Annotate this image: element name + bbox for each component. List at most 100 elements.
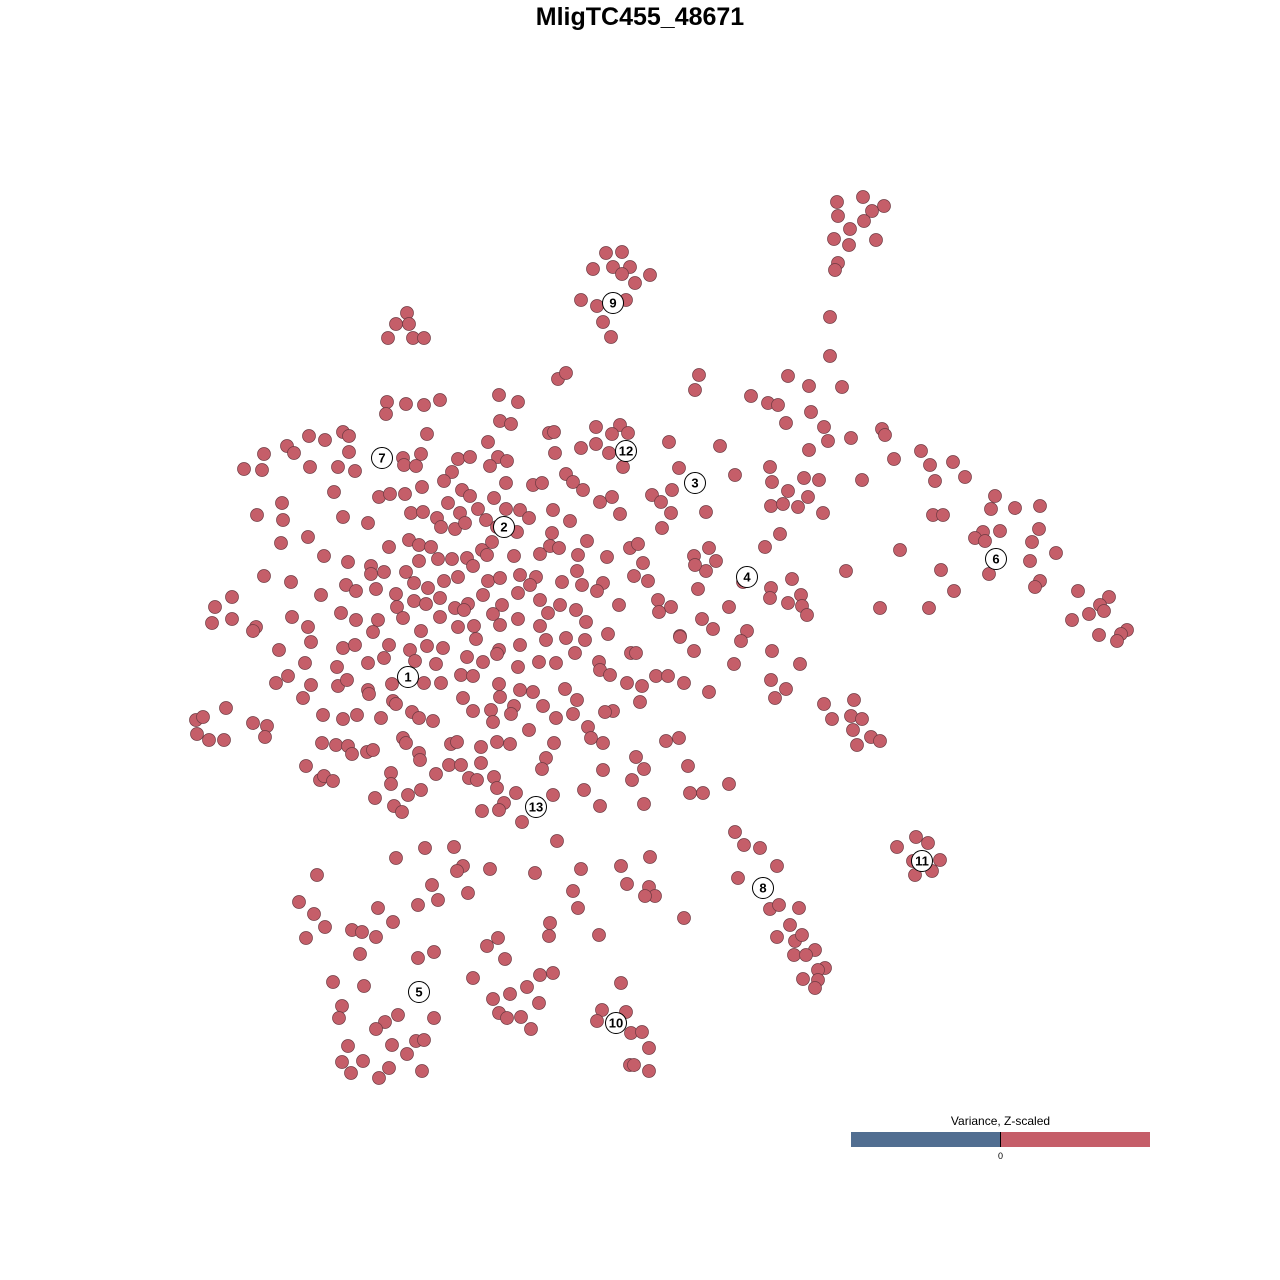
cluster-label-13: 13 [525, 796, 547, 818]
data-point [1023, 554, 1037, 568]
data-point [659, 734, 673, 748]
data-point [503, 737, 517, 751]
cluster-label-badge [615, 440, 637, 462]
data-point [873, 601, 887, 615]
data-point [418, 841, 432, 855]
data-point [574, 862, 588, 876]
data-point [476, 588, 490, 602]
data-point [257, 447, 271, 461]
data-point [934, 563, 948, 577]
data-point [590, 584, 604, 598]
data-point [344, 1066, 358, 1080]
data-point [681, 759, 695, 773]
data-point [566, 475, 580, 489]
data-point [454, 758, 468, 772]
data-point [426, 714, 440, 728]
data-point [469, 632, 483, 646]
data-point [928, 474, 942, 488]
data-point [598, 705, 612, 719]
data-point [493, 618, 507, 632]
data-point [629, 646, 643, 660]
data-point [257, 569, 271, 583]
data-point [318, 433, 332, 447]
data-point [569, 603, 583, 617]
data-point [434, 676, 448, 690]
cluster-label-1: 1 [397, 666, 419, 688]
cluster-label-badge [684, 472, 706, 494]
data-point [299, 759, 313, 773]
data-point [958, 470, 972, 484]
data-point [407, 594, 421, 608]
data-point [369, 582, 383, 596]
data-point [575, 578, 589, 592]
data-point [466, 704, 480, 718]
data-point [461, 886, 475, 900]
data-point [533, 619, 547, 633]
data-point [217, 733, 231, 747]
data-point [334, 606, 348, 620]
data-point [348, 638, 362, 652]
data-point [474, 756, 488, 770]
data-point [486, 715, 500, 729]
data-point [301, 530, 315, 544]
data-point [366, 625, 380, 639]
data-point [225, 612, 239, 626]
data-point [491, 931, 505, 945]
data-point [429, 767, 443, 781]
data-point [390, 600, 404, 614]
data-point [219, 701, 233, 715]
data-point [419, 597, 433, 611]
data-point [427, 1011, 441, 1025]
data-point [635, 679, 649, 693]
cluster-label-10: 10 [605, 1012, 627, 1034]
data-point [303, 460, 317, 474]
data-point [613, 507, 627, 521]
data-point [479, 513, 493, 527]
data-point [637, 797, 651, 811]
data-point [514, 1010, 528, 1024]
data-point [416, 505, 430, 519]
data-point [421, 581, 435, 595]
cluster-label-8: 8 [752, 877, 774, 899]
data-point [763, 460, 777, 474]
data-point [946, 455, 960, 469]
data-point [559, 366, 573, 380]
data-point [574, 441, 588, 455]
data-point [695, 612, 709, 626]
data-point [386, 915, 400, 929]
data-point [570, 564, 584, 578]
data-point [596, 736, 610, 750]
data-point [791, 500, 805, 514]
data-point [520, 980, 534, 994]
data-point [643, 850, 657, 864]
data-point [664, 506, 678, 520]
data-point [415, 1064, 429, 1078]
data-point [878, 428, 892, 442]
data-point [511, 586, 525, 600]
data-point [785, 572, 799, 586]
data-point [635, 1025, 649, 1039]
data-point [590, 1014, 604, 1028]
data-point [536, 699, 550, 713]
cluster-label-badge [493, 516, 515, 538]
cluster-label-6: 6 [985, 548, 1007, 570]
data-point [314, 588, 328, 602]
data-point [451, 620, 465, 634]
data-point [202, 733, 216, 747]
data-point [475, 804, 489, 818]
data-point [890, 840, 904, 854]
data-point [379, 407, 393, 421]
data-point [341, 1039, 355, 1053]
data-point [389, 317, 403, 331]
data-point [763, 591, 777, 605]
cluster-label-3: 3 [684, 472, 706, 494]
data-point [543, 916, 557, 930]
data-point [500, 454, 514, 468]
data-point [835, 380, 849, 394]
data-point [638, 889, 652, 903]
data-point [335, 999, 349, 1013]
data-point [493, 690, 507, 704]
data-point [1049, 546, 1063, 560]
legend-zero-marker [1000, 1132, 1001, 1147]
data-point [781, 484, 795, 498]
